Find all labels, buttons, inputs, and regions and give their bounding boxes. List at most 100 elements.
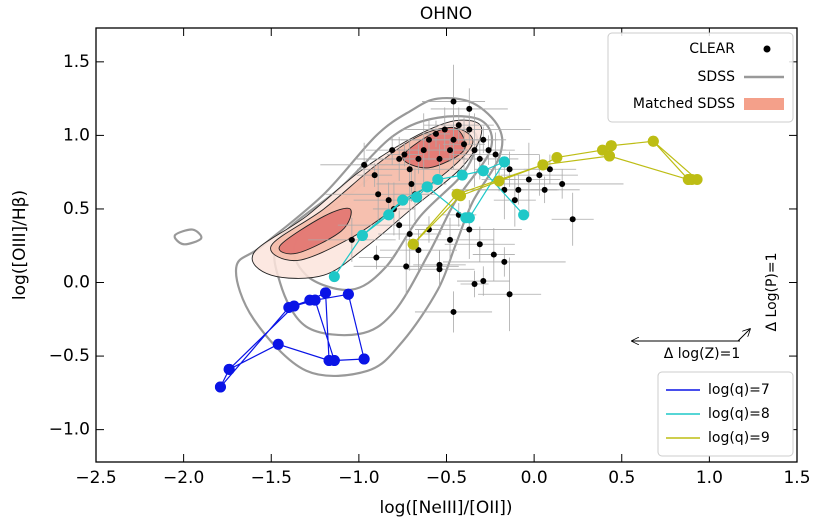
sdss-contour [234,96,504,378]
clear-point [490,251,497,258]
clear-point [406,166,413,173]
model-point [214,381,226,393]
clear-point [485,147,492,154]
clear-point [466,126,473,133]
annotation: Δ Log(P)=1 [764,252,780,331]
clear-point [406,230,413,237]
model-point [288,300,300,312]
x-tick-label: −1.0 [338,468,379,488]
clear-point [541,186,548,193]
model-point [682,174,694,186]
model-point [647,135,659,147]
clear-point [466,226,473,233]
clear-point [455,122,462,129]
y-tick-label: −0.5 [49,346,90,366]
clear-point [432,130,439,137]
x-tick-label: −1.5 [251,468,292,488]
sdss-contour [173,228,203,246]
clear-point [476,155,483,162]
clear-point [450,98,457,105]
clear-point [396,155,403,162]
y-tick-label: 1.0 [63,125,90,145]
clear-point [441,126,448,133]
clear-point [371,172,378,179]
model-point [328,354,340,366]
clear-point [546,166,553,173]
x-tick-label: −2.0 [163,468,204,488]
x-tick-label: −2.5 [75,468,116,488]
legend-patch [744,98,784,110]
clear-point [447,147,454,154]
model-point [342,288,354,300]
clear-point [480,278,487,285]
legend-label: SDSS [698,69,736,85]
model-point [463,212,475,224]
clear-point [415,247,422,254]
clear-point [375,191,382,198]
model-point [407,238,419,250]
model-point [603,150,615,162]
x-tick-label: 0.0 [521,468,548,488]
clear-point [559,180,566,187]
legend-label: Matched SDSS [633,96,735,112]
clear-point [450,136,457,143]
clear-point [403,263,410,270]
clear-point [480,136,487,143]
model-point [493,175,505,187]
clear-point [525,176,532,183]
clear-point [471,280,478,287]
clear-point [501,258,508,265]
x-axis-label: log([NeIII]/[OII]) [379,498,512,518]
clear-point [420,147,427,154]
x-tick-label: −0.5 [426,468,467,488]
clear-point [436,266,443,273]
x-tick-label: 1.5 [783,468,810,488]
clear-point [396,222,403,229]
plot-layer [173,64,703,393]
model-point [328,271,340,283]
legend-label: log(q)=9 [708,430,770,446]
y-tick-label: −1.0 [49,420,90,440]
y-tick-label: 0.5 [63,199,90,219]
y-tick-label: 0.0 [63,273,90,293]
model-point [477,165,489,177]
clear-point [569,216,576,223]
y-tick-label: 1.5 [63,52,90,72]
model-point [421,181,433,193]
model-line [219,292,365,388]
clear-point [361,161,368,168]
model-point [551,151,563,163]
model-point [537,159,549,171]
model-point [605,140,617,152]
clear-point [511,197,518,204]
clear-point [415,155,422,162]
clear-point [389,147,396,154]
clear-point [373,254,380,261]
x-tick-label: 0.5 [608,468,635,488]
clear-point [436,261,443,268]
x-tick-label: 1.0 [696,468,723,488]
model-point [358,353,370,365]
legend-label: log(q)=7 [708,382,770,398]
matched-sdss-level [278,207,352,255]
clear-point [461,141,468,148]
model-point [223,363,235,375]
model-point [411,191,423,203]
clear-point [515,186,522,193]
clear-point [348,236,355,243]
clear-point [536,172,543,179]
clear-point [436,155,443,162]
arrow [737,329,750,342]
clear-point [506,291,513,298]
model-point [309,294,321,306]
legend-label: log(q)=8 [708,406,770,422]
clear-point [471,147,478,154]
clear-point [408,180,415,187]
model-point [383,209,395,221]
legend-marker [763,45,771,53]
clear-point [425,136,432,143]
clear-point [450,308,457,315]
y-axis-label: log([OIII]/Hβ) [10,190,30,300]
model-point [320,287,332,299]
